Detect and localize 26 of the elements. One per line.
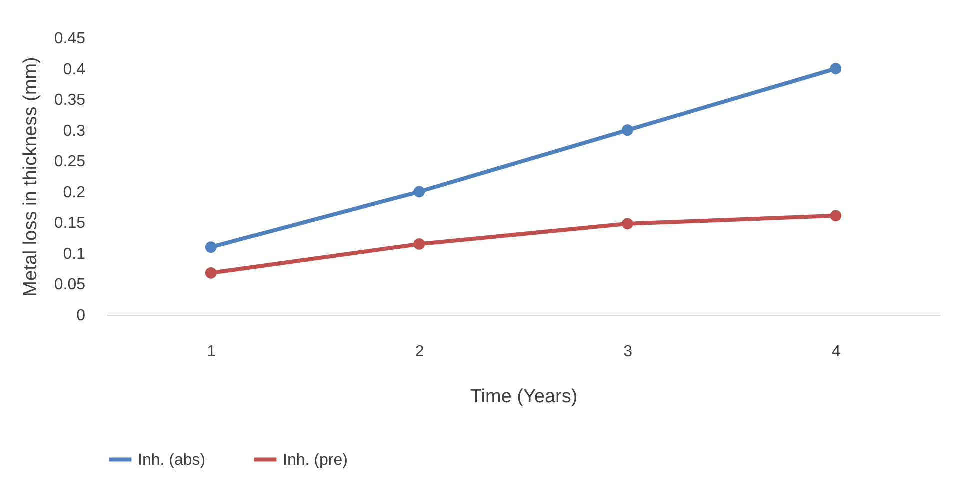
point — [414, 238, 426, 250]
x-tick-label: 2 — [415, 344, 424, 360]
y-axis-title: Metal loss in thickness (mm) — [20, 57, 42, 297]
y-tick-label: 0.25 — [54, 154, 86, 171]
y-tick-label: 0.45 — [54, 30, 86, 48]
y-tick-label: 0 — [76, 308, 86, 324]
point — [622, 124, 634, 136]
point — [622, 218, 634, 230]
y-tick-label: 0.35 — [54, 92, 86, 110]
point — [830, 63, 842, 74]
y-tick-label: 0.2 — [63, 184, 86, 202]
x-axis-title: Time (Years) — [470, 386, 578, 408]
point — [205, 267, 217, 279]
point — [830, 210, 842, 222]
y-tick-label: 0.4 — [63, 61, 86, 78]
y-tick-label: 0.05 — [54, 276, 86, 294]
point — [205, 242, 217, 253]
x-tick-label: 4 — [832, 344, 841, 360]
y-tick-label: 0.1 — [63, 246, 86, 263]
y-tick-label: 0.15 — [54, 215, 86, 232]
legend-label: Inh. (abs) — [138, 452, 206, 469]
point — [414, 186, 426, 198]
legend-label: Inh. (pre) — [283, 452, 348, 469]
x-tick-label: 3 — [624, 344, 633, 360]
x-tick-label: 1 — [207, 344, 216, 360]
y-tick-label: 0.3 — [63, 122, 86, 140]
